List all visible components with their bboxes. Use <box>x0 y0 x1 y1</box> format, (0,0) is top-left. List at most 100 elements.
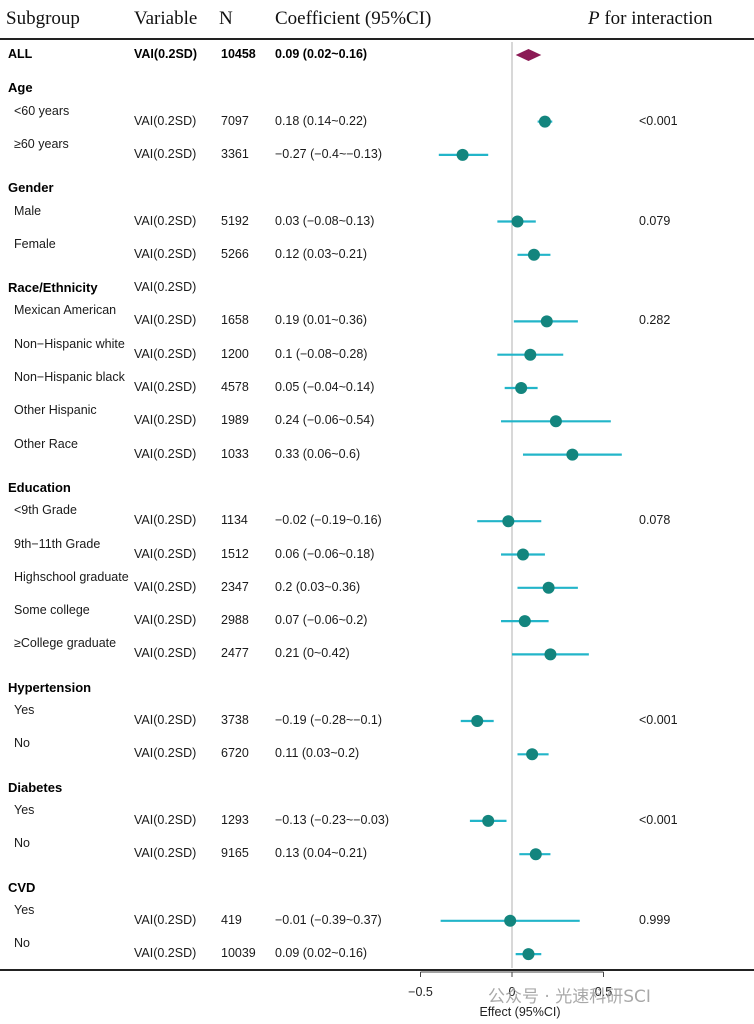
coefficient-cell: 0.12 (0.03~0.21) <box>275 246 368 261</box>
point-estimate <box>471 715 484 727</box>
header-n: N <box>219 8 233 29</box>
point-estimate <box>526 748 539 761</box>
subgroup-label: No <box>14 736 30 751</box>
n-cell: 2988 <box>221 613 249 628</box>
subgroup-label: ≥College graduate <box>14 636 117 651</box>
header-p-letter: P <box>588 8 600 29</box>
variable-cell: VAI(0.2SD) <box>134 380 197 394</box>
coefficient-cell: 0.19 (0.01~0.36) <box>275 313 368 328</box>
subgroup-label: No <box>14 836 30 851</box>
n-cell: 2477 <box>221 646 249 661</box>
x-tick-label: −0.5 <box>408 985 433 999</box>
subgroup-label: Male <box>14 203 42 218</box>
point-estimate <box>524 348 537 361</box>
variable-cell: VAI(0.2SD) <box>134 313 197 328</box>
subgroup-label: Non−Hispanic white <box>14 336 125 351</box>
variable-cell: VAI(0.2SD) <box>134 113 197 128</box>
coefficient-cell: 0.2 (0.03~0.36) <box>275 579 361 594</box>
variable-cell: VAI(0.2SD) <box>134 47 197 61</box>
variable-cell: VAI(0.2SD) <box>134 446 197 461</box>
top-rule <box>0 38 754 40</box>
subgroup-label: ≥60 years <box>14 136 69 151</box>
p-interaction-cell: 0.282 <box>639 313 671 328</box>
coefficient-cell: 0.24 (−0.06~0.54) <box>275 413 375 428</box>
variable-cell: VAI(0.2SD) <box>134 513 197 528</box>
header-coefficient: Coefficient (95%CI) <box>275 8 432 29</box>
variable-cell: VAI(0.2SD) <box>134 579 197 594</box>
overall-diamond <box>515 49 542 61</box>
point-estimate <box>527 248 540 261</box>
variable-cell: VAI(0.2SD) <box>134 346 197 361</box>
subgroup-label: Yes <box>14 802 35 817</box>
n-cell: 10039 <box>221 946 256 961</box>
coefficient-cell: 0.05 (−0.04~0.14) <box>275 380 375 394</box>
point-estimate <box>529 848 542 861</box>
group-label: Diabetes <box>8 779 63 795</box>
coefficient-cell: 0.33 (0.06~0.6) <box>275 446 361 461</box>
n-cell: 5266 <box>221 246 249 261</box>
variable-cell: VAI(0.2SD) <box>134 812 197 827</box>
variable-cell: VAI(0.2SD) <box>134 246 197 261</box>
subgroup-label: Yes <box>14 703 35 717</box>
p-interaction-cell: 0.078 <box>639 513 671 528</box>
n-cell: 3361 <box>221 146 249 161</box>
coefficient-cell: −0.01 (−0.39~0.37) <box>275 912 382 927</box>
coefficient-cell: 0.07 (−0.06~0.2) <box>275 613 368 628</box>
p-interaction-cell: <0.001 <box>639 713 678 727</box>
variable-cell: VAI(0.2SD) <box>134 946 197 961</box>
group-label: Gender <box>8 180 54 196</box>
variable-cell: VAI(0.2SD) <box>134 646 197 661</box>
group-label: Age <box>8 80 33 96</box>
p-interaction-cell: <0.001 <box>639 113 678 128</box>
subgroup-label: Yes <box>14 902 35 917</box>
group-label: Hypertension <box>8 679 92 695</box>
variable-cell: VAI(0.2SD) <box>134 713 197 727</box>
n-cell: 419 <box>221 912 242 927</box>
n-cell: 9165 <box>221 846 249 861</box>
point-estimate <box>549 415 562 428</box>
coefficient-cell: 0.11 (0.03~0.2) <box>275 746 360 761</box>
subgroup-label: ALL <box>8 47 33 61</box>
n-cell: 1200 <box>221 346 249 361</box>
subgroup-label: Non−Hispanic black <box>14 370 125 384</box>
x-axis-label: Effect (95%CI) <box>479 1005 560 1019</box>
n-cell: 4578 <box>221 380 249 394</box>
variable-cell: VAI(0.2SD) <box>134 213 197 228</box>
n-cell: 3738 <box>221 713 249 727</box>
subgroup-label: Other Race <box>14 436 78 451</box>
watermark: 公众号 · 光速科研SCI <box>488 987 651 1007</box>
header-p-rest: for interaction <box>599 8 713 29</box>
coefficient-cell: 0.09 (0.02~0.16) <box>275 47 368 61</box>
subgroup-label: Some college <box>14 603 90 618</box>
point-estimate <box>515 382 528 394</box>
variable-cell: VAI(0.2SD) <box>134 546 197 561</box>
variable-cell: VAI(0.2SD) <box>134 280 197 295</box>
point-estimate <box>482 814 495 827</box>
subgroup-label: No <box>14 936 30 951</box>
point-estimate <box>511 215 524 228</box>
x-tick-label: 0 <box>509 985 516 999</box>
subgroup-label: Mexican American <box>14 303 117 318</box>
variable-cell: VAI(0.2SD) <box>134 746 197 761</box>
p-interaction-cell: 0.999 <box>639 912 671 927</box>
point-estimate <box>544 648 557 661</box>
n-cell: 1134 <box>221 513 248 528</box>
bottom-rule <box>0 969 754 971</box>
coefficient-cell: −0.27 (−0.4~−0.13) <box>275 146 383 161</box>
n-cell: 2347 <box>221 579 249 594</box>
coefficient-cell: −0.02 (−0.19~0.16) <box>275 513 382 528</box>
subgroup-label: Female <box>14 236 56 251</box>
point-estimate <box>566 448 579 461</box>
n-cell: 6720 <box>221 746 249 761</box>
group-label: Education <box>8 479 71 495</box>
point-estimate <box>456 148 469 161</box>
header-subgroup: Subgroup <box>6 8 80 29</box>
variable-cell: VAI(0.2SD) <box>134 912 197 927</box>
coefficient-cell: −0.13 (−0.23~−0.03) <box>275 812 389 827</box>
coefficient-cell: 0.13 (0.04~0.21) <box>275 846 368 861</box>
subgroup-label: <9th Grade <box>14 503 77 518</box>
x-tick-label: 0.5 <box>595 985 612 999</box>
coefficient-cell: 0.18 (0.14~0.22) <box>275 113 368 128</box>
coefficient-cell: 0.06 (−0.06~0.18) <box>275 546 375 561</box>
